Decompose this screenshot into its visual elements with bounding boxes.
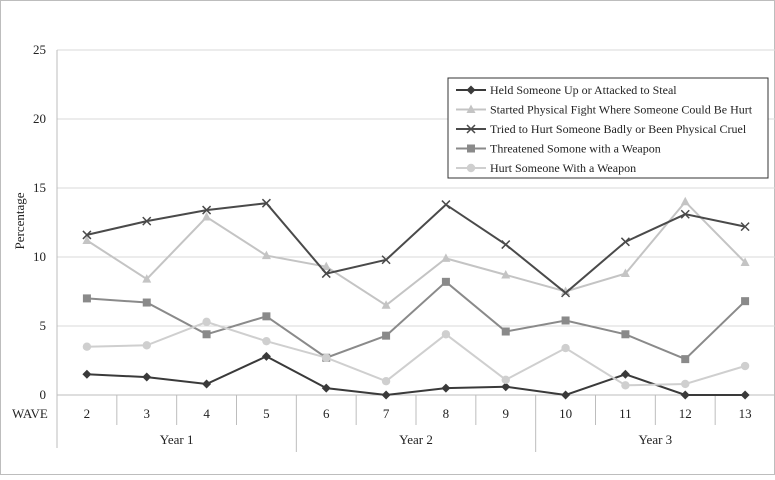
legend-label: Hurt Someone With a Weapon: [490, 161, 636, 175]
x-tick-label: 11: [619, 406, 632, 421]
x-tick-label: 6: [323, 406, 330, 421]
year-group-label: Year 2: [399, 432, 433, 447]
data-point: [203, 330, 211, 338]
data-point: [262, 312, 270, 320]
year-group-label: Year 3: [638, 432, 672, 447]
x-tick-label: 5: [263, 406, 270, 421]
data-point: [143, 341, 151, 349]
data-point: [382, 377, 390, 385]
data-point: [681, 380, 689, 388]
y-tick-label: 0: [40, 387, 47, 402]
year-group-label: Year 1: [160, 432, 194, 447]
data-point: [442, 330, 450, 338]
data-point: [562, 316, 570, 324]
wave-row-label: WAVE: [12, 406, 48, 421]
y-tick-label: 25: [33, 42, 46, 57]
y-axis-label: Percentage: [12, 192, 27, 249]
legend-entry: Started Physical Fight Where Someone Cou…: [456, 103, 753, 117]
data-point: [382, 332, 390, 340]
data-point: [621, 330, 629, 338]
y-tick-label: 5: [40, 318, 47, 333]
data-point: [741, 362, 749, 370]
x-tick-label: 10: [559, 406, 572, 421]
data-point: [502, 328, 510, 336]
x-tick-label: 8: [443, 406, 450, 421]
legend-entry: Held Someone Up or Attacked to Steal: [456, 83, 677, 97]
data-point: [83, 294, 91, 302]
x-tick-label: 2: [84, 406, 91, 421]
data-point: [322, 354, 330, 362]
x-tick-label: 3: [144, 406, 151, 421]
x-tick-label: 12: [679, 406, 692, 421]
legend-marker: [467, 164, 475, 172]
y-tick-label: 10: [33, 249, 46, 264]
legend-label: Held Someone Up or Attacked to Steal: [490, 83, 677, 97]
legend-marker: [467, 145, 475, 153]
legend-entry: Tried to Hurt Someone Badly or Been Phys…: [456, 122, 747, 136]
legend: Held Someone Up or Attacked to Steal Star…: [448, 78, 768, 178]
data-point: [442, 278, 450, 286]
legend-label: Threatened Somone with a Weapon: [490, 142, 661, 156]
x-tick-label: 4: [203, 406, 210, 421]
data-point: [681, 355, 689, 363]
x-tick-label: 7: [383, 406, 390, 421]
data-point: [262, 337, 270, 345]
data-point: [83, 343, 91, 351]
legend-label: Tried to Hurt Someone Badly or Been Phys…: [490, 122, 747, 136]
data-point: [202, 318, 210, 326]
x-tick-label: 9: [503, 406, 510, 421]
x-tick-label: 13: [739, 406, 752, 421]
y-tick-label: 20: [33, 111, 46, 126]
data-point: [561, 344, 569, 352]
y-tick-label: 15: [33, 180, 46, 195]
data-point: [143, 299, 151, 307]
data-point: [741, 297, 749, 305]
data-point: [502, 376, 510, 384]
legend-label: Started Physical Fight Where Someone Cou…: [490, 103, 753, 117]
data-point: [621, 381, 629, 389]
